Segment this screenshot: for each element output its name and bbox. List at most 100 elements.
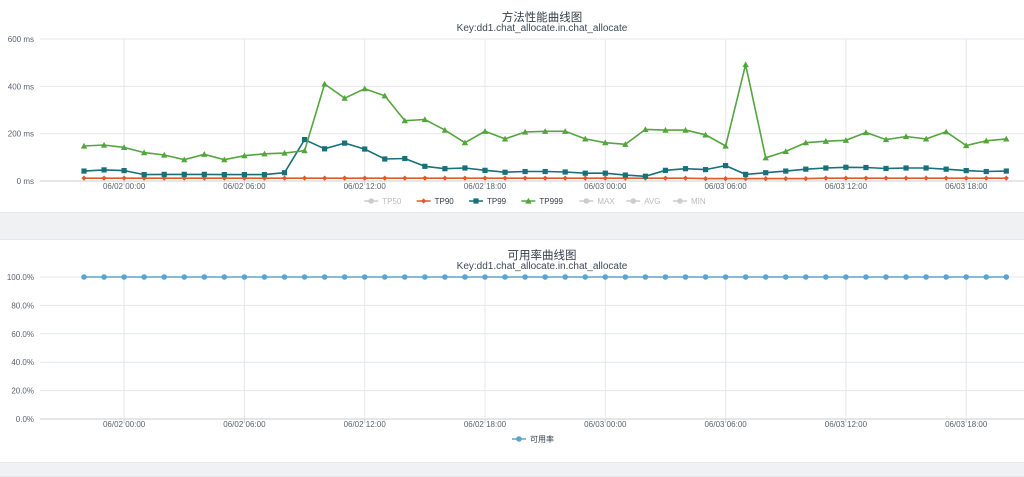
data-point-TP99[interactable]	[222, 172, 227, 177]
data-point-TP90[interactable]	[763, 176, 768, 181]
data-point-可用率[interactable]	[743, 274, 749, 280]
data-point-TP99[interactable]	[603, 171, 608, 176]
data-point-TP99[interactable]	[723, 163, 728, 168]
data-point-TP99[interactable]	[663, 168, 668, 173]
data-point-TP99[interactable]	[122, 168, 127, 173]
data-point-可用率[interactable]	[282, 274, 288, 280]
data-point-可用率[interactable]	[843, 274, 849, 280]
data-point-TP90[interactable]	[502, 176, 507, 181]
data-point-可用率[interactable]	[723, 274, 729, 280]
data-point-可用率[interactable]	[923, 274, 929, 280]
data-point-可用率[interactable]	[402, 274, 408, 280]
data-point-TP99[interactable]	[523, 169, 528, 174]
data-point-TP90[interactable]	[402, 176, 407, 181]
data-point-TP99[interactable]	[402, 156, 407, 161]
data-point-可用率[interactable]	[502, 274, 508, 280]
data-point-可用率[interactable]	[121, 274, 127, 280]
data-point-TP99[interactable]	[81, 168, 86, 173]
data-point-TP99[interactable]	[823, 165, 828, 170]
data-point-可用率[interactable]	[803, 274, 809, 280]
data-point-TP90[interactable]	[122, 176, 127, 181]
data-point-可用率[interactable]	[442, 274, 448, 280]
data-point-可用率[interactable]	[302, 274, 308, 280]
data-point-TP999[interactable]	[722, 143, 728, 149]
data-point-TP99[interactable]	[863, 165, 868, 170]
data-point-可用率[interactable]	[141, 274, 147, 280]
data-point-可用率[interactable]	[943, 274, 949, 280]
data-point-TP90[interactable]	[603, 176, 608, 181]
data-point-TP99[interactable]	[482, 168, 487, 173]
data-point-可用率[interactable]	[161, 274, 167, 280]
data-point-TP999[interactable]	[462, 139, 468, 145]
data-point-TP999[interactable]	[321, 81, 327, 87]
data-point-可用率[interactable]	[322, 274, 328, 280]
data-point-可用率[interactable]	[683, 274, 689, 280]
data-point-TP99[interactable]	[783, 168, 788, 173]
data-point-可用率[interactable]	[983, 274, 989, 280]
data-point-TP90[interactable]	[883, 176, 888, 181]
data-point-TP90[interactable]	[583, 176, 588, 181]
data-point-TP99[interactable]	[563, 169, 568, 174]
data-point-TP99[interactable]	[843, 165, 848, 170]
data-point-TP99[interactable]	[924, 165, 929, 170]
data-point-TP90[interactable]	[422, 176, 427, 181]
data-point-可用率[interactable]	[262, 274, 268, 280]
data-point-TP90[interactable]	[924, 176, 929, 181]
data-point-可用率[interactable]	[562, 274, 568, 280]
data-point-可用率[interactable]	[462, 274, 468, 280]
data-point-TP99[interactable]	[583, 171, 588, 176]
data-point-TP99[interactable]	[743, 172, 748, 177]
data-point-TP90[interactable]	[482, 176, 487, 181]
data-point-可用率[interactable]	[903, 274, 909, 280]
data-point-TP90[interactable]	[563, 176, 568, 181]
data-point-可用率[interactable]	[582, 274, 588, 280]
data-point-可用率[interactable]	[181, 274, 187, 280]
data-point-TP90[interactable]	[322, 176, 327, 181]
data-point-可用率[interactable]	[342, 274, 348, 280]
data-point-TP99[interactable]	[442, 166, 447, 171]
data-point-TP99[interactable]	[282, 170, 287, 175]
data-point-TP99[interactable]	[903, 165, 908, 170]
data-point-TP90[interactable]	[964, 176, 969, 181]
data-point-TP90[interactable]	[462, 176, 467, 181]
data-point-TP90[interactable]	[903, 176, 908, 181]
data-point-TP90[interactable]	[523, 176, 528, 181]
data-point-TP99[interactable]	[362, 146, 367, 151]
data-point-可用率[interactable]	[422, 274, 428, 280]
data-point-TP90[interactable]	[783, 176, 788, 181]
data-point-可用率[interactable]	[883, 274, 889, 280]
legend-item-AVG[interactable]: AVG	[626, 197, 660, 206]
data-point-TP99[interactable]	[382, 156, 387, 161]
data-point-TP90[interactable]	[683, 176, 688, 181]
data-point-可用率[interactable]	[643, 274, 649, 280]
data-point-可用率[interactable]	[382, 274, 388, 280]
data-point-TP99[interactable]	[242, 172, 247, 177]
data-point-TP99[interactable]	[142, 172, 147, 177]
data-point-可用率[interactable]	[522, 274, 528, 280]
data-point-TP99[interactable]	[162, 172, 167, 177]
data-point-TP90[interactable]	[342, 176, 347, 181]
series-line-TP999[interactable]	[84, 65, 1006, 160]
data-point-可用率[interactable]	[783, 274, 789, 280]
legend-item-TP999[interactable]: TP999	[521, 197, 563, 206]
data-point-TP99[interactable]	[342, 141, 347, 146]
data-point-TP99[interactable]	[984, 169, 989, 174]
data-point-可用率[interactable]	[81, 274, 87, 280]
legend-item-可用率[interactable]: 可用率	[512, 434, 554, 444]
legend-item-MIN[interactable]: MIN	[673, 197, 706, 206]
data-point-可用率[interactable]	[603, 274, 609, 280]
data-point-可用率[interactable]	[763, 274, 769, 280]
data-point-TP99[interactable]	[182, 172, 187, 177]
data-point-TP99[interactable]	[883, 166, 888, 171]
data-point-TP90[interactable]	[101, 176, 106, 181]
data-point-TP99[interactable]	[101, 167, 106, 172]
data-point-TP90[interactable]	[944, 176, 949, 181]
data-point-TP90[interactable]	[543, 176, 548, 181]
data-point-可用率[interactable]	[222, 274, 228, 280]
data-point-TP999[interactable]	[943, 129, 949, 135]
data-point-TP90[interactable]	[984, 176, 989, 181]
data-point-TP99[interactable]	[964, 168, 969, 173]
data-point-TP999[interactable]	[742, 61, 748, 67]
data-point-可用率[interactable]	[482, 274, 488, 280]
data-point-TP90[interactable]	[803, 176, 808, 181]
